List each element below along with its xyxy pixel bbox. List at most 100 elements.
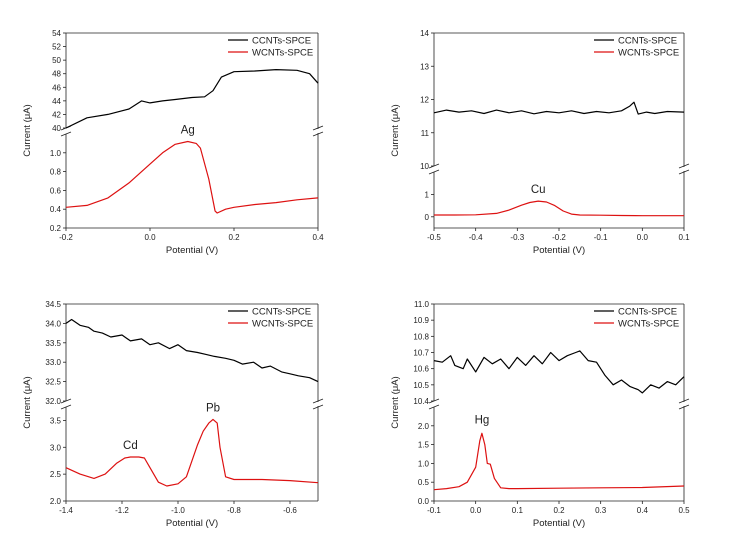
axis-break-slash (678, 163, 690, 169)
y-tick-label: 10.9 (413, 316, 429, 325)
y-tick-label: 34.5 (45, 300, 61, 309)
series-line-ccnts-spce (433, 350, 685, 394)
y-tick-label: 2.0 (50, 497, 62, 506)
x-tick-label: -1.0 (171, 506, 185, 515)
y-tick-label: 1.5 (418, 441, 430, 450)
y-tick-label: 50 (52, 56, 61, 65)
y-tick-label: 13 (420, 62, 429, 71)
y-axis-title: Current (μA) (390, 376, 401, 428)
axis-break-slash (678, 404, 690, 410)
axis-break-slash (428, 404, 440, 410)
axis-break-gap (429, 402, 439, 406)
x-tick-label: 0.2 (228, 233, 240, 242)
y-tick-label: 33.5 (45, 339, 61, 348)
x-tick-label: -1.2 (115, 506, 129, 515)
y-tick-label: 44 (52, 97, 61, 106)
x-axis-title: Potential (V) (166, 518, 218, 529)
y-tick-label: 11.0 (414, 300, 430, 309)
y-tick-label: 10 (420, 162, 429, 171)
y-tick-label: 46 (52, 83, 61, 92)
axis-break-mark (678, 398, 690, 410)
peak-label: Cu (531, 184, 546, 196)
y-tick-label: 14 (420, 29, 429, 38)
y-tick-label: 32.0 (45, 397, 61, 406)
legend-label: CCNTs-SPCE (252, 307, 311, 318)
axis-break-gap (61, 129, 71, 133)
x-tick-label: -0.1 (427, 506, 441, 515)
x-tick-label: -0.6 (283, 506, 297, 515)
y-tick-label: 10.4 (413, 397, 429, 406)
x-tick-label: 0.1 (512, 506, 524, 515)
axis-break-gap (429, 167, 439, 171)
y-tick-label: 1.0 (50, 149, 62, 158)
axis-break-gap (679, 167, 689, 171)
axis-break-slash (60, 404, 72, 410)
y-tick-label: 10.5 (413, 381, 429, 390)
y-tick-label: 42 (52, 110, 61, 119)
legend-label: CCNTs-SPCE (618, 307, 677, 318)
x-tick-label: 0.0 (144, 233, 156, 242)
x-tick-label: -0.1 (594, 233, 608, 242)
axis-break-slash (312, 404, 324, 410)
legend-label: WCNTs-SPCE (252, 48, 313, 59)
chart-panel-top-right: -0.5 -0.4 -0.3 -0.2 -0.1 0.0 0.1 10 11 12 13 14 0 1 Po… (390, 29, 690, 256)
axis-break-gap (61, 402, 71, 406)
chart-panel-bottom-right: -0.1 0.0 0.1 0.2 0.3 0.4 0.510.410.510.610.710… (390, 300, 690, 529)
legend-label: CCNTs-SPCE (252, 36, 311, 47)
axis-break-gap (313, 402, 323, 406)
x-tick-label: -0.2 (552, 233, 566, 242)
legend-label: CCNTs-SPCE (618, 36, 677, 47)
axis-break-mark (678, 163, 690, 175)
x-tick-label: 0.1 (678, 233, 690, 242)
x-tick-label: -0.3 (510, 233, 524, 242)
y-tick-label: 1 (425, 190, 430, 199)
axis-break-gap (679, 402, 689, 406)
series-line-wcnts-spce (434, 200, 684, 217)
y-tick-label: 0.4 (50, 205, 62, 214)
y-axis-title: Current (μA) (22, 104, 33, 156)
y-tick-label: 33.0 (45, 358, 61, 367)
y-tick-label: 0.2 (50, 224, 62, 233)
series-line-ccnts-spce (65, 318, 319, 383)
series-line-wcnts-spce (433, 432, 685, 491)
y-tick-label: 34.0 (45, 319, 61, 328)
axis-break-slash (312, 131, 324, 137)
peak-label: Hg (475, 414, 490, 426)
y-tick-label: 3.0 (50, 443, 62, 452)
peak-label: Cd (123, 440, 138, 452)
axis-break-slash (312, 398, 324, 404)
y-tick-label: 40 (52, 124, 61, 133)
y-tick-label: 0.0 (418, 497, 430, 506)
series-line-ccnts-spce (433, 101, 685, 115)
y-tick-label: 0.5 (418, 478, 430, 487)
y-tick-label: 2.0 (418, 422, 430, 431)
legend-label: WCNTs-SPCE (618, 48, 679, 59)
y-tick-label: 48 (52, 70, 61, 79)
x-tick-label: 0.0 (637, 233, 649, 242)
x-tick-label: 0.5 (678, 506, 690, 515)
x-tick-label: -0.8 (227, 506, 241, 515)
y-tick-label: 2.5 (50, 470, 62, 479)
x-tick-label: -0.2 (59, 233, 73, 242)
y-tick-label: 1.0 (418, 459, 430, 468)
x-tick-label: 0.4 (312, 233, 324, 242)
x-tick-label: 0.3 (595, 506, 607, 515)
x-tick-label: -0.4 (469, 233, 483, 242)
axis-break-slash (60, 131, 72, 137)
y-tick-label: 0.6 (50, 186, 62, 195)
y-axis-title: Current (μA) (22, 376, 33, 428)
axis-break-mark (312, 398, 324, 410)
x-axis-title: Potential (V) (166, 245, 218, 256)
y-tick-label: 0 (425, 213, 430, 222)
axis-break-slash (428, 169, 440, 175)
y-tick-label: 32.5 (45, 378, 61, 387)
legend-label: WCNTs-SPCE (618, 319, 679, 330)
x-tick-label: 0.2 (553, 506, 565, 515)
axis-break-gap (313, 129, 323, 133)
x-tick-label: -1.4 (59, 506, 73, 515)
